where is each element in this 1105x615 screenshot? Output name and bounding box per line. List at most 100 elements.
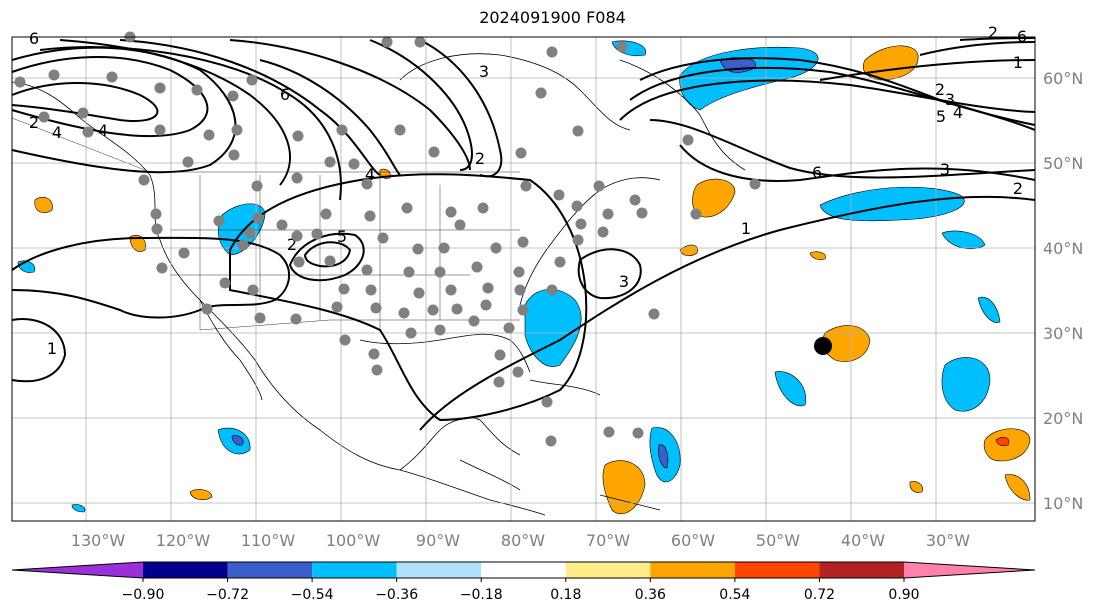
station-dot [517, 236, 529, 248]
station-dot [251, 180, 263, 192]
station-dot [632, 427, 644, 439]
station-dot [252, 212, 264, 224]
colorbar-tick-label: −0.18 [460, 587, 503, 603]
station-dot [398, 307, 410, 319]
contour-label: 2 [287, 235, 297, 254]
station-dot [106, 71, 118, 83]
contour-label: 2 [988, 23, 998, 42]
station-dot [428, 146, 440, 158]
contour-label: 1 [1013, 53, 1023, 72]
station-dot [364, 210, 376, 222]
station-dot [311, 228, 323, 240]
station-dot [324, 255, 336, 267]
lon-tick-label: 130°W [71, 531, 126, 550]
contour-label: 1 [47, 339, 57, 358]
station-dot [293, 256, 305, 268]
station-dot [191, 84, 203, 96]
colorbar-segment [143, 562, 228, 578]
station-dot [324, 156, 336, 168]
station-dot [749, 178, 761, 190]
station-dot [494, 349, 506, 361]
station-dot [445, 206, 457, 218]
station-dot [336, 124, 348, 136]
station-dot [201, 303, 213, 315]
station-dot [14, 76, 26, 88]
lon-tick-label: 40°W [841, 531, 885, 550]
station-dot [503, 322, 515, 334]
station-markers [14, 31, 761, 447]
station-dot [490, 242, 502, 254]
station-dot [292, 130, 304, 142]
station-dot [636, 207, 648, 219]
colorbar-segment [565, 562, 651, 578]
colorbar-tick-label: 0.72 [804, 587, 835, 603]
lon-tick-label: 50°W [756, 531, 800, 550]
station-dot [514, 284, 526, 296]
lon-tick-label: 110°W [241, 531, 296, 550]
lon-tick-label: 70°W [586, 531, 630, 550]
station-dot [593, 180, 605, 192]
colorbar-tick-label: 0.90 [888, 587, 919, 603]
contour-label: 6 [812, 163, 822, 182]
map-frame [11, 36, 1036, 522]
station-dot [203, 129, 215, 141]
station-dot [154, 82, 166, 94]
station-dot [414, 36, 426, 48]
station-dot [219, 277, 231, 289]
station-dot [468, 315, 480, 327]
station-dot [338, 283, 350, 295]
station-dot [227, 90, 239, 102]
contour-label: 2 [935, 80, 945, 99]
station-dot [403, 266, 415, 278]
station-dot [477, 202, 489, 214]
station-dot [370, 302, 382, 314]
station-dot [413, 287, 425, 299]
colorbar-tick-label: −0.36 [375, 587, 418, 603]
station-dot [515, 147, 527, 159]
station-dot [690, 208, 702, 220]
station-dot [138, 174, 150, 186]
station-dot [405, 327, 417, 339]
station-dot [401, 202, 413, 214]
colorbar-segment [227, 562, 313, 578]
station-dot [545, 435, 557, 447]
station-dot [520, 180, 532, 192]
colorbar-extend-low [12, 562, 143, 578]
lat-tick-label: 10°N [1043, 494, 1083, 513]
station-dot [246, 74, 258, 86]
station-dot [493, 376, 505, 388]
contour-label: 2 [29, 113, 39, 132]
station-dot [361, 178, 373, 190]
station-dot [150, 208, 162, 220]
colorbar-segment [734, 562, 820, 578]
lat-tick-label: 50°N [1043, 154, 1083, 173]
lon-tick-label: 90°W [416, 531, 460, 550]
station-dot [365, 284, 377, 296]
station-dot [513, 266, 525, 278]
station-dot [247, 284, 259, 296]
contour-label: 6 [280, 85, 290, 104]
station-dot [228, 149, 240, 161]
station-dot [434, 266, 446, 278]
contour-label: 5 [337, 227, 347, 246]
station-dot [381, 36, 393, 48]
colorbar-segment [481, 562, 566, 578]
station-dot [254, 312, 266, 324]
station-dot [434, 324, 446, 336]
station-dot [571, 200, 583, 212]
station-dot [276, 219, 288, 231]
station-dot [616, 41, 628, 53]
station-dot [412, 243, 424, 255]
map-title: 2024091900 F084 [479, 8, 626, 27]
station-dot [154, 124, 166, 136]
colorbar: −0.90 −0.72 −0.54 −0.36 −0.18 0.18 0.36 0.54 0.7… [11, 561, 1036, 603]
colorbar-tick-label: −0.90 [122, 587, 165, 603]
station-dot [82, 126, 94, 138]
station-dot [546, 284, 558, 296]
station-dot [572, 125, 584, 137]
colorbar-tick-label: −0.72 [206, 587, 249, 603]
station-dot [546, 46, 558, 58]
station-dot [290, 313, 302, 325]
